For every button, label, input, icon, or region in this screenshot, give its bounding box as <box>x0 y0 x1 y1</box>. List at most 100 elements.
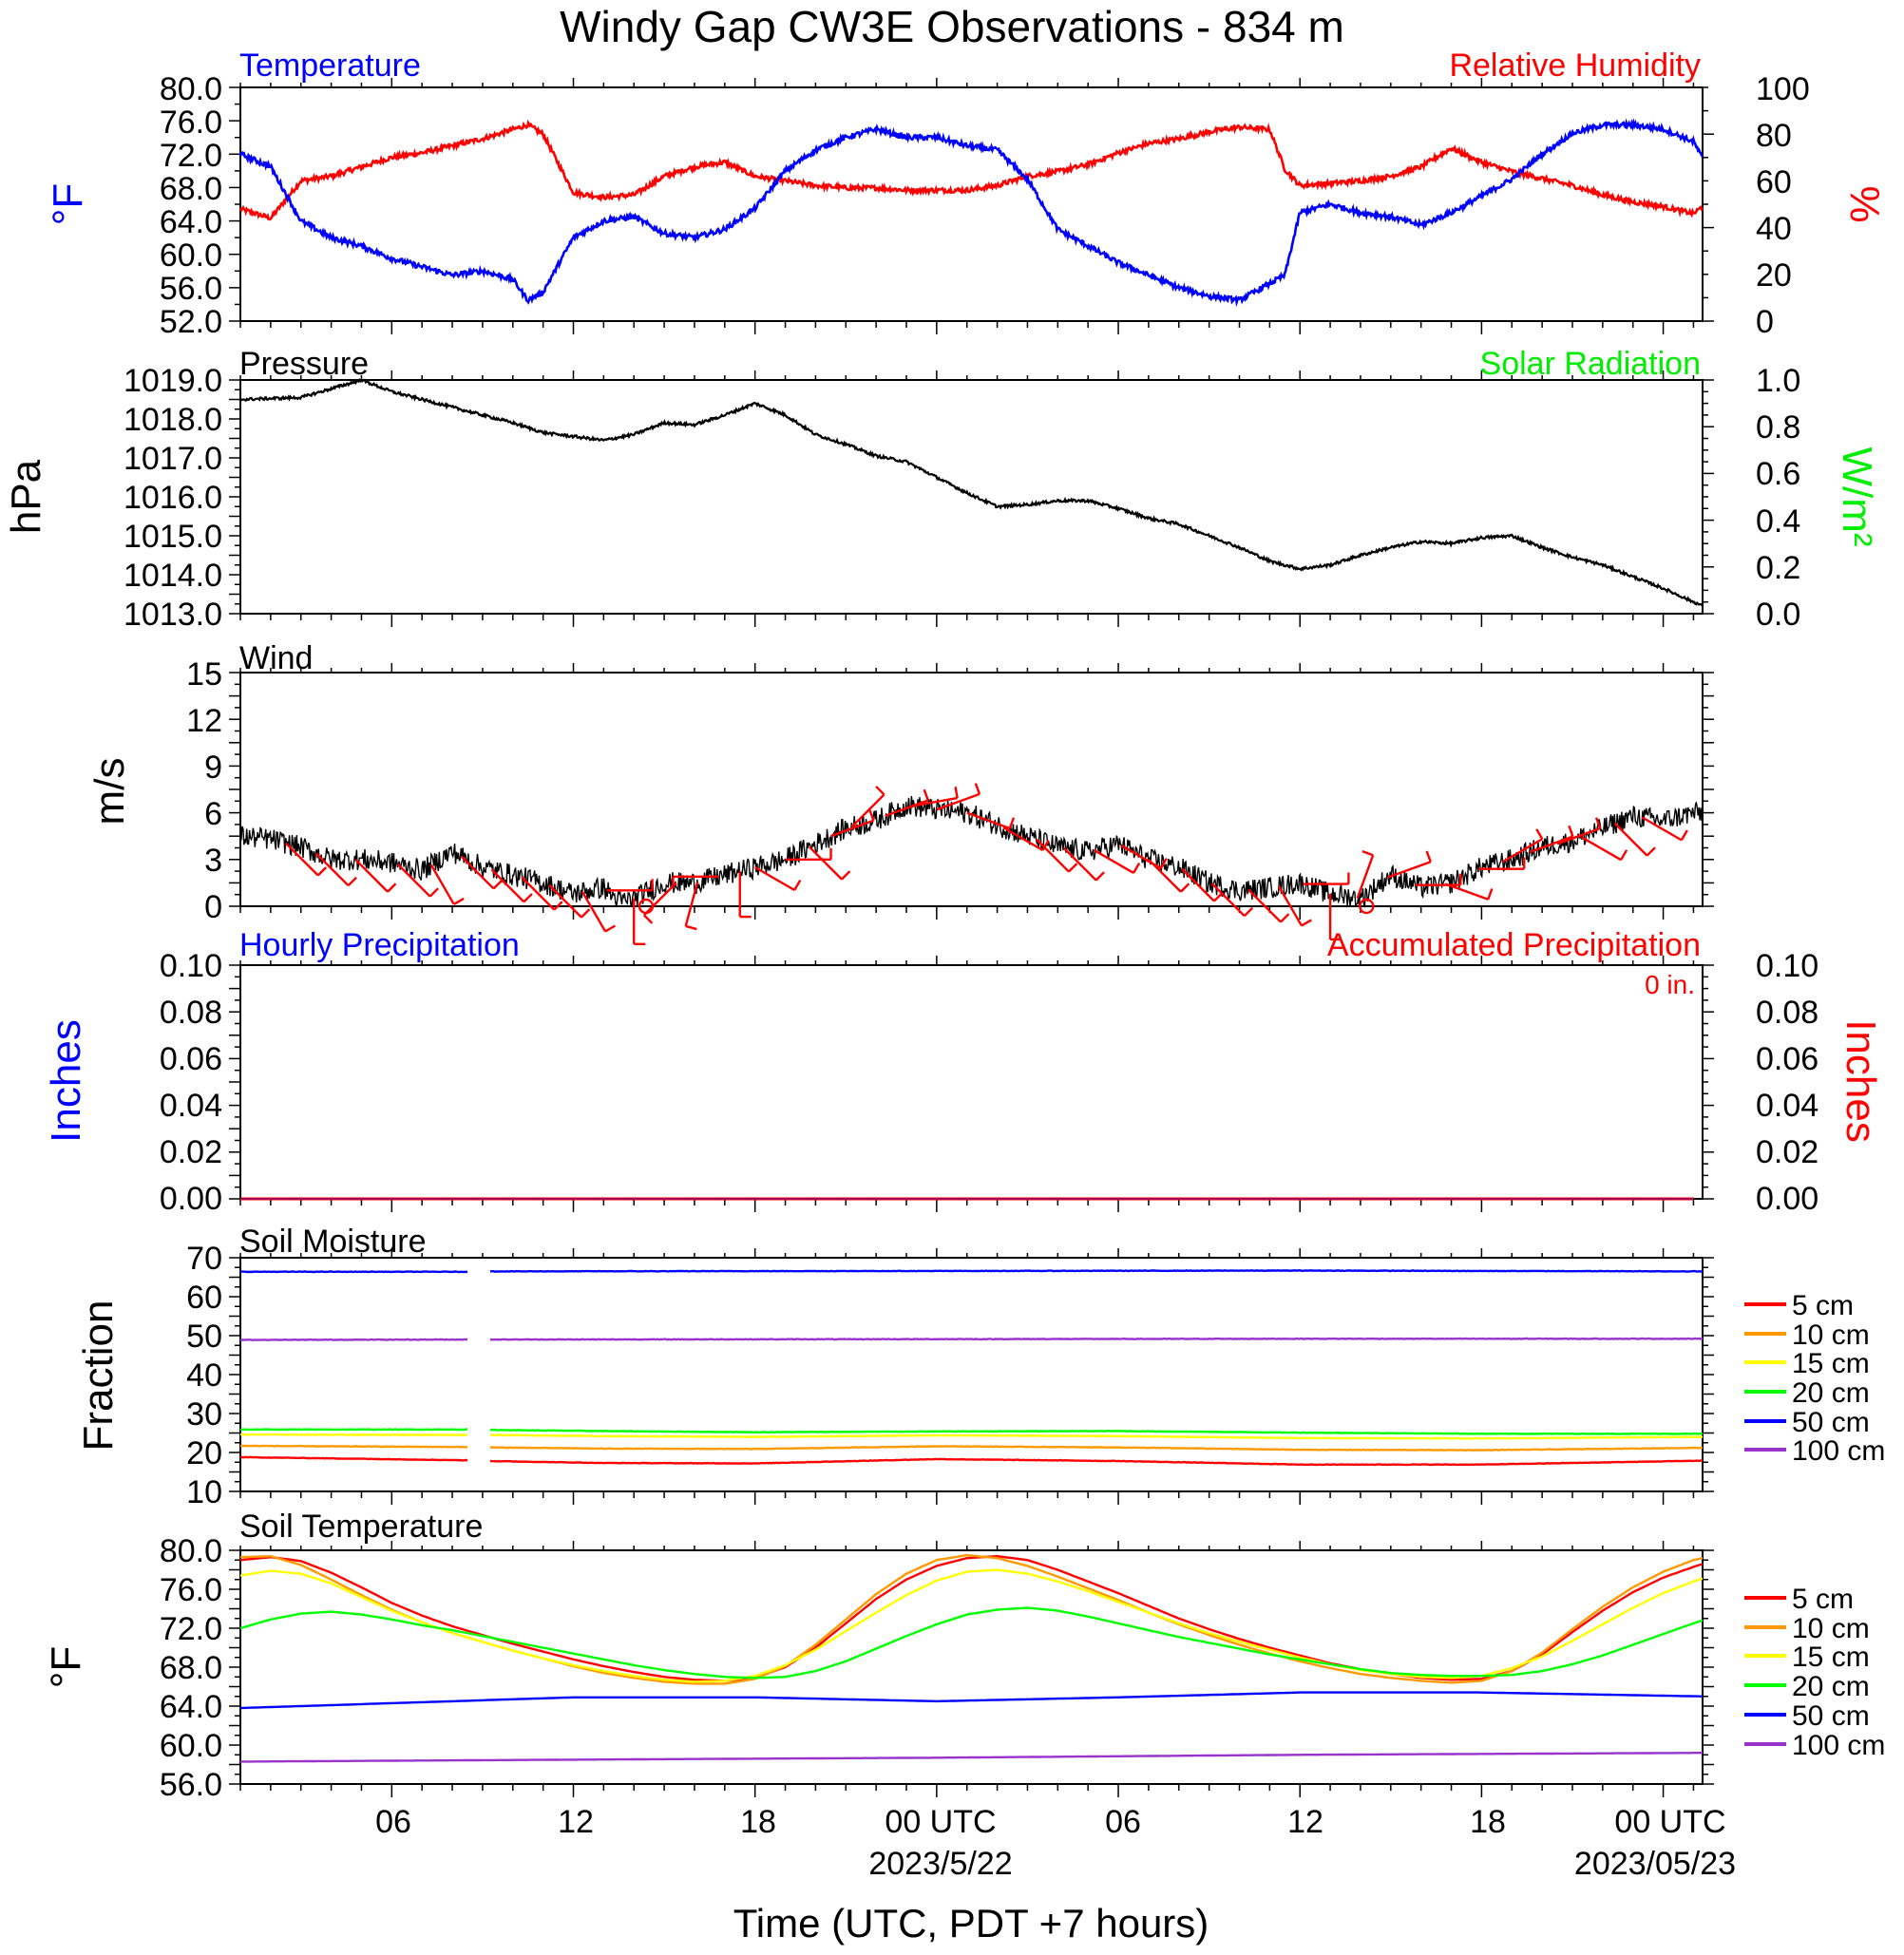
wind-barb <box>396 863 431 898</box>
wind-barb <box>1444 883 1489 901</box>
soil-moisture-tick-label: 30 <box>186 1396 222 1433</box>
plot-frame <box>239 672 1704 907</box>
pressure-tick-label: 1016.0 <box>124 480 222 516</box>
pressure-tick-label: 1018.0 <box>124 402 222 438</box>
wind-barb-flag <box>553 901 563 911</box>
wind-barb <box>521 876 556 911</box>
pressure-line <box>239 377 1704 607</box>
solar-radiation-unit: W/m² <box>1834 446 1880 546</box>
wind-barb <box>1613 822 1648 857</box>
wind-barb-flag <box>387 883 397 893</box>
plot-frame <box>239 1257 1704 1492</box>
wind-barb-flag <box>685 924 697 931</box>
temperature-tick-label: 52.0 <box>160 304 222 340</box>
humidity-tick-label: 100 <box>1756 71 1810 107</box>
x-tick-label: 00 UTC <box>1614 1804 1725 1840</box>
pressure-tick-label: 1019.0 <box>124 363 222 399</box>
wind-barb <box>581 891 607 933</box>
soil-moisture-line-50cm <box>240 1269 1704 1274</box>
wind-barb <box>1580 836 1622 862</box>
calm-wind-marker <box>1359 898 1375 915</box>
wind-barb-flag <box>1159 858 1168 869</box>
soil-moisture-title: Soil Moisture <box>239 1224 427 1260</box>
soil-moisture-legend: 5 cm 10 cm 15 cm 20 cm 50 cm 100 cm <box>1744 1290 1885 1467</box>
wind-barb-flag <box>923 788 929 801</box>
soil-temperature-line-10cm <box>239 1553 1704 1685</box>
soil-temperature-unit: °F <box>43 1646 89 1688</box>
pressure-title: Pressure <box>239 346 369 382</box>
precip-tick-label: 0.10 <box>160 948 222 984</box>
wind-barb-flag <box>974 783 981 795</box>
soil-moisture-line-20cm <box>239 1428 1704 1435</box>
soil-moisture-line-10cm <box>239 1444 1704 1452</box>
wind-barb-flag <box>1646 846 1656 857</box>
legend-label: 10 cm <box>1792 1319 1870 1351</box>
wind-barb <box>829 819 874 838</box>
wind-plot <box>229 663 1714 945</box>
precip-tick-label: 0.06 <box>160 1041 222 1077</box>
wind-tick-labels: 0 3 6 9 12 15 <box>186 656 222 925</box>
wind-barb <box>314 852 350 887</box>
soil-temperature-legend: 5 cm 10 cm 15 cm 20 cm 50 cm 100 cm <box>1744 1584 1885 1761</box>
accum-precip-title: Accumulated Precipitation <box>1327 927 1701 963</box>
wind-barb <box>1529 835 1573 854</box>
wind-barb <box>885 799 929 818</box>
soil-moisture-line-5cm <box>240 1455 1703 1467</box>
humidity-unit: % <box>1841 185 1888 222</box>
precip-tick-label: 0.08 <box>160 995 222 1031</box>
x-date-label: 2023/05/23 <box>1574 1846 1736 1882</box>
precipitation-plot <box>229 956 1714 1212</box>
wind-barb-flag <box>1068 863 1078 873</box>
wind-barb <box>1062 846 1097 882</box>
wind-barb <box>548 883 582 919</box>
soil-moisture-unit: Fraction <box>75 1300 122 1452</box>
solar-tick-label: 0.2 <box>1756 550 1800 586</box>
humidity-tick-label: 80 <box>1756 118 1792 154</box>
wind-barb <box>1002 826 1044 852</box>
temperature-tick-label: 80.0 <box>160 71 222 107</box>
wind-barb-flag <box>1487 888 1494 901</box>
wind-unit: m/s <box>86 758 133 826</box>
wind-barb-flag <box>1133 862 1141 874</box>
soil-moisture-plot <box>229 1248 1714 1505</box>
wind-speed-line <box>239 795 1704 908</box>
humidity-tick-label: 0 <box>1756 304 1774 340</box>
wind-tick-label: 6 <box>204 796 222 832</box>
wind-barb <box>490 868 525 903</box>
wind-barb <box>912 796 958 807</box>
humidity-title: Relative Humidity <box>1449 47 1701 84</box>
wind-barb-flag <box>841 870 851 881</box>
wind-barb-flag <box>347 876 357 887</box>
x-date-label: 2023/5/22 <box>868 1846 1012 1882</box>
soil-temp-tick-label: 80.0 <box>160 1533 222 1569</box>
wind-tick-label: 12 <box>186 703 222 739</box>
wind-barb-flag <box>1301 919 1312 927</box>
precipitation-panel: Hourly Precipitation Accumulated Precipi… <box>43 927 1884 1217</box>
wind-barb <box>1093 848 1134 874</box>
x-tick-label: 00 UTC <box>885 1804 996 1840</box>
wind-barb-flag <box>1095 871 1105 882</box>
legend-label: 100 cm <box>1792 1435 1885 1467</box>
wind-barb <box>429 864 455 905</box>
solar-radiation-title: Solar Radiation <box>1480 346 1701 382</box>
accum-precip-total: 0 in. <box>1645 970 1695 999</box>
wind-barb-flag <box>492 880 503 890</box>
wind-barb-flag <box>1179 883 1190 893</box>
soil-temperature-line-100cm <box>240 1752 1703 1763</box>
solar-tick-label: 0.6 <box>1756 456 1800 492</box>
solar-tick-label: 0.0 <box>1756 597 1800 633</box>
wind-barb-flag <box>1243 906 1254 918</box>
humidity-tick-labels: 0 20 40 60 80 100 <box>1756 71 1810 340</box>
wind-barb-flag <box>1041 840 1050 851</box>
wind-barb-flag <box>793 880 802 891</box>
wind-barb-flag <box>453 897 465 905</box>
soil-temperature-plot <box>229 1541 1714 1797</box>
soil-temp-tick-label: 64.0 <box>160 1689 222 1725</box>
wind-barb <box>1356 854 1375 899</box>
soil-temp-tick-label: 76.0 <box>160 1572 222 1608</box>
soil-temp-tick-label: 68.0 <box>160 1650 222 1686</box>
wind-barb-flag <box>428 887 439 898</box>
wind-barb-flag <box>316 866 328 877</box>
wind-tick-label: 9 <box>204 750 222 786</box>
legend-label: 20 cm <box>1792 1671 1870 1702</box>
